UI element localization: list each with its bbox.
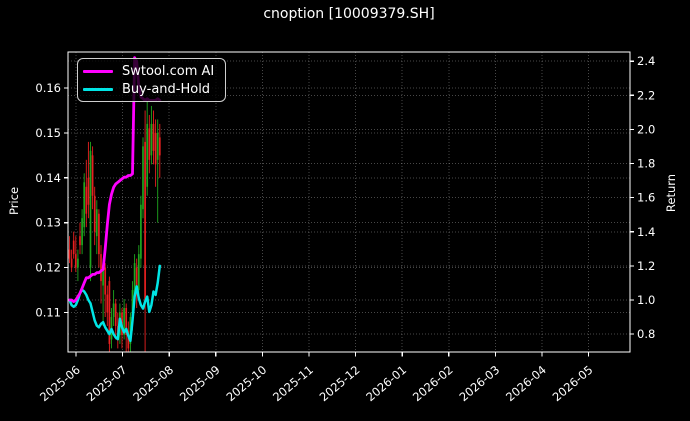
chart-title: cnoption [10009379.SH] (263, 6, 435, 22)
price-tick-label: 0.16 (35, 81, 61, 95)
return-axis-label: Return (664, 173, 678, 213)
buy-and-hold-line (68, 264, 162, 343)
return-tick-label: 2.2 (637, 88, 655, 102)
legend-label-ai: Swtool.com AI (122, 63, 215, 79)
date-tick-label: 2025-06 (37, 363, 83, 405)
return-tick-label: 1.0 (637, 293, 655, 307)
legend-entry-bh: Buy-and-Hold (83, 80, 215, 98)
return-tick-label: 1.8 (637, 157, 655, 171)
return-tick-label: 1.2 (637, 259, 655, 273)
price-tick-label: 0.11 (35, 306, 61, 320)
return-tick-label: 0.8 (637, 327, 655, 341)
date-tick-label: 2026-01 (363, 363, 409, 405)
price-tick-label: 0.14 (35, 171, 61, 185)
return-tick-label: 1.6 (637, 191, 655, 205)
date-tick-label: 2025-10 (224, 363, 270, 405)
price-tick-label: 0.15 (35, 126, 61, 140)
date-tick-label: 2026-03 (457, 363, 503, 405)
date-tick-label: 2025-11 (270, 363, 316, 405)
date-tick-label: 2026-02 (410, 363, 456, 405)
legend-label-bh: Buy-and-Hold (122, 81, 211, 97)
price-axis-label: Price (7, 186, 21, 216)
bh-line-swatch (83, 87, 113, 91)
return-tick-label: 2.4 (637, 54, 655, 68)
date-tick-label: 2025-08 (130, 363, 176, 405)
candlesticks (68, 101, 161, 352)
plot-border (67, 51, 631, 353)
date-tick-label: 2025-09 (177, 363, 223, 405)
legend: Swtool.com AI Buy-and-Hold (77, 58, 226, 102)
return-tick-label: 2.0 (637, 122, 655, 136)
tick-marks (64, 60, 634, 357)
return-tick-label: 1.4 (637, 225, 655, 239)
date-tick-label: 2025-07 (84, 363, 130, 405)
price-tick-label: 0.12 (35, 261, 61, 275)
date-tick-label: 2025-12 (317, 363, 363, 405)
date-tick-label: 2026-04 (503, 363, 549, 405)
ai-line-swatch (83, 69, 113, 73)
date-tick-label: 2026-05 (550, 363, 596, 405)
price-tick-label: 0.13 (35, 216, 61, 230)
legend-entry-ai: Swtool.com AI (83, 62, 215, 80)
